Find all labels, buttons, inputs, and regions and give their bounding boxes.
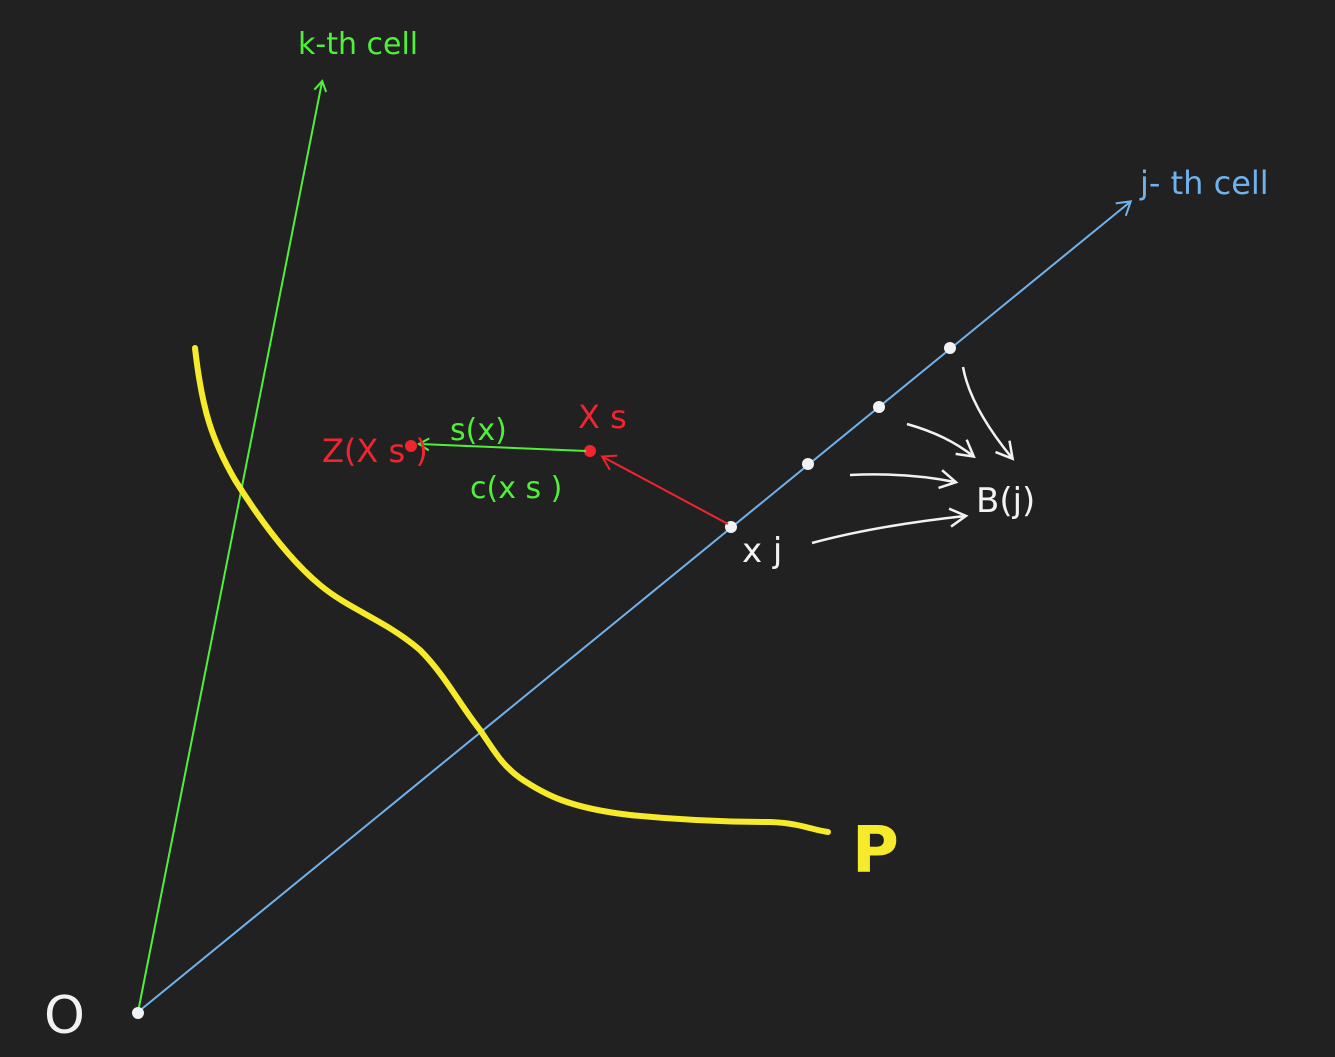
k-cell-axis [137,79,328,1013]
label-c-xs: c(x s ) [470,471,562,506]
j-cell-axis [137,200,1133,1013]
label-p: P [852,814,899,888]
label-s-x: s(x) [450,413,507,448]
curve-p [192,345,831,835]
arrow-xj-to-xs [600,454,729,525]
arrow-xj-to-b [811,507,969,545]
label-origin: O [44,986,85,1046]
point-j3 [873,401,885,413]
label-b-j: B(j) [976,481,1035,521]
point-j4 [944,342,956,354]
arrow-j3-to-b [906,422,976,459]
label-z-xs: Z(X s ) [322,432,428,470]
label-j-cell: j- th cell [1139,164,1269,202]
label-k-cell: k-th cell [298,27,418,62]
label-xj: x j [742,531,782,571]
arrow-j4-to-b [961,366,1015,461]
point-j2 [802,458,814,470]
point-origin [132,1007,144,1019]
label-xs: X s [578,398,627,436]
arrow-xs-to-z [417,437,587,452]
arrow-j2-to-b [849,469,959,490]
point-z [405,440,417,452]
point-xs [584,445,596,457]
